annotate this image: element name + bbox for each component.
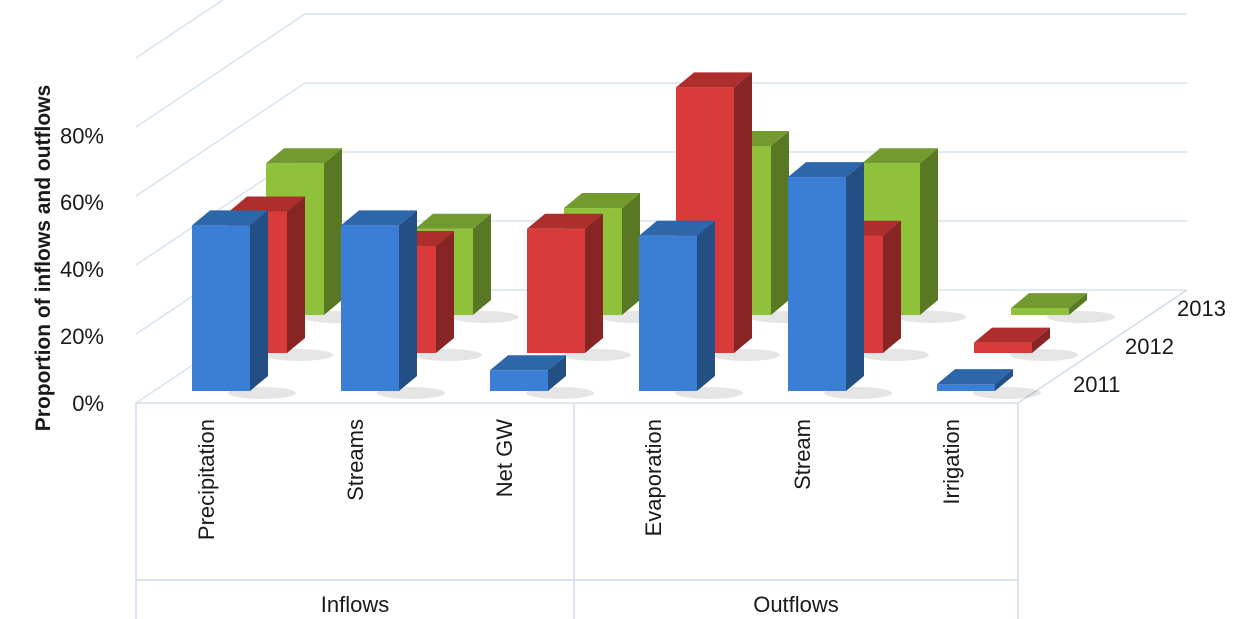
series-label: 2011 (1073, 372, 1120, 397)
bar-top (527, 213, 603, 229)
group-label: Inflows (321, 592, 389, 617)
bar-top (564, 193, 640, 209)
bars (192, 72, 1115, 399)
bar-side (697, 220, 715, 391)
bar-front (788, 177, 846, 391)
bar-side (324, 148, 342, 315)
series-2011 (192, 162, 1041, 399)
bar-side (1032, 327, 1050, 353)
bar-side (920, 148, 938, 315)
bar (192, 210, 296, 399)
bar-top (490, 355, 566, 371)
bar-front (937, 384, 995, 391)
category-label: Irrigation (939, 419, 964, 505)
bar-side (287, 196, 305, 353)
bar-front (341, 225, 399, 391)
category-label: Precipitation (194, 419, 219, 540)
series-label: 2013 (1177, 296, 1226, 321)
y-tick-label: 80% (60, 123, 104, 148)
series-2012 (229, 72, 1078, 361)
bar-top (974, 327, 1050, 343)
bar-front (974, 342, 1032, 353)
y-axis-label: Proportion of inflows and outflows (32, 85, 55, 431)
bar (937, 369, 1041, 399)
bar-top (937, 369, 1013, 385)
bar-side (399, 210, 417, 391)
category-labels: Precipitation Streams Net GW Evaporation Str… (194, 419, 964, 617)
bar-top (639, 220, 715, 236)
bar (527, 213, 631, 361)
bar-side (473, 213, 491, 315)
bar-top (1011, 293, 1087, 309)
bar-top (862, 148, 938, 164)
category-label: Net GW (492, 419, 517, 497)
bar-top (415, 213, 491, 229)
bar-side (734, 72, 752, 353)
category-label: Streams (343, 419, 368, 501)
bar-side (436, 231, 454, 353)
bar-side (846, 162, 864, 391)
gridline (135, 13, 1187, 128)
bar (639, 220, 743, 399)
bar-top (676, 72, 752, 88)
bar-top (229, 196, 305, 212)
bar-front (192, 225, 250, 391)
y-tick-label: 60% (60, 190, 104, 215)
series-label: 2012 (1125, 334, 1174, 359)
bar-side (585, 213, 603, 353)
gridline (135, 82, 1187, 197)
bar-top (192, 210, 268, 226)
bar-side (622, 193, 640, 315)
bar-side (1069, 293, 1087, 315)
bar-side (771, 130, 789, 315)
category-label: Stream (790, 419, 815, 490)
bar (490, 355, 594, 399)
y-tick-label: 20% (60, 324, 104, 349)
bar-top (788, 162, 864, 178)
bar (974, 327, 1078, 361)
bar-side (548, 355, 566, 391)
y-tick-labels: 0% 20% 40% 60% 80% (60, 123, 104, 416)
y-tick-label: 40% (60, 257, 104, 282)
bar-side (250, 210, 268, 391)
bar (1011, 293, 1115, 323)
bar-top (341, 210, 417, 226)
bar-front (490, 370, 548, 391)
y-tick-label: 0% (72, 391, 104, 416)
bar-front (1011, 308, 1069, 315)
chart-floor (135, 289, 1188, 619)
gridline (135, 0, 225, 59)
group-label: Outflows (753, 592, 839, 617)
bar (341, 210, 445, 399)
bar-front (639, 235, 697, 391)
bar-side (883, 220, 901, 353)
bar (788, 162, 892, 399)
bar-side (995, 369, 1013, 391)
category-label: Evaporation (641, 419, 666, 536)
bar-front (527, 228, 585, 353)
bar-top (266, 148, 342, 164)
